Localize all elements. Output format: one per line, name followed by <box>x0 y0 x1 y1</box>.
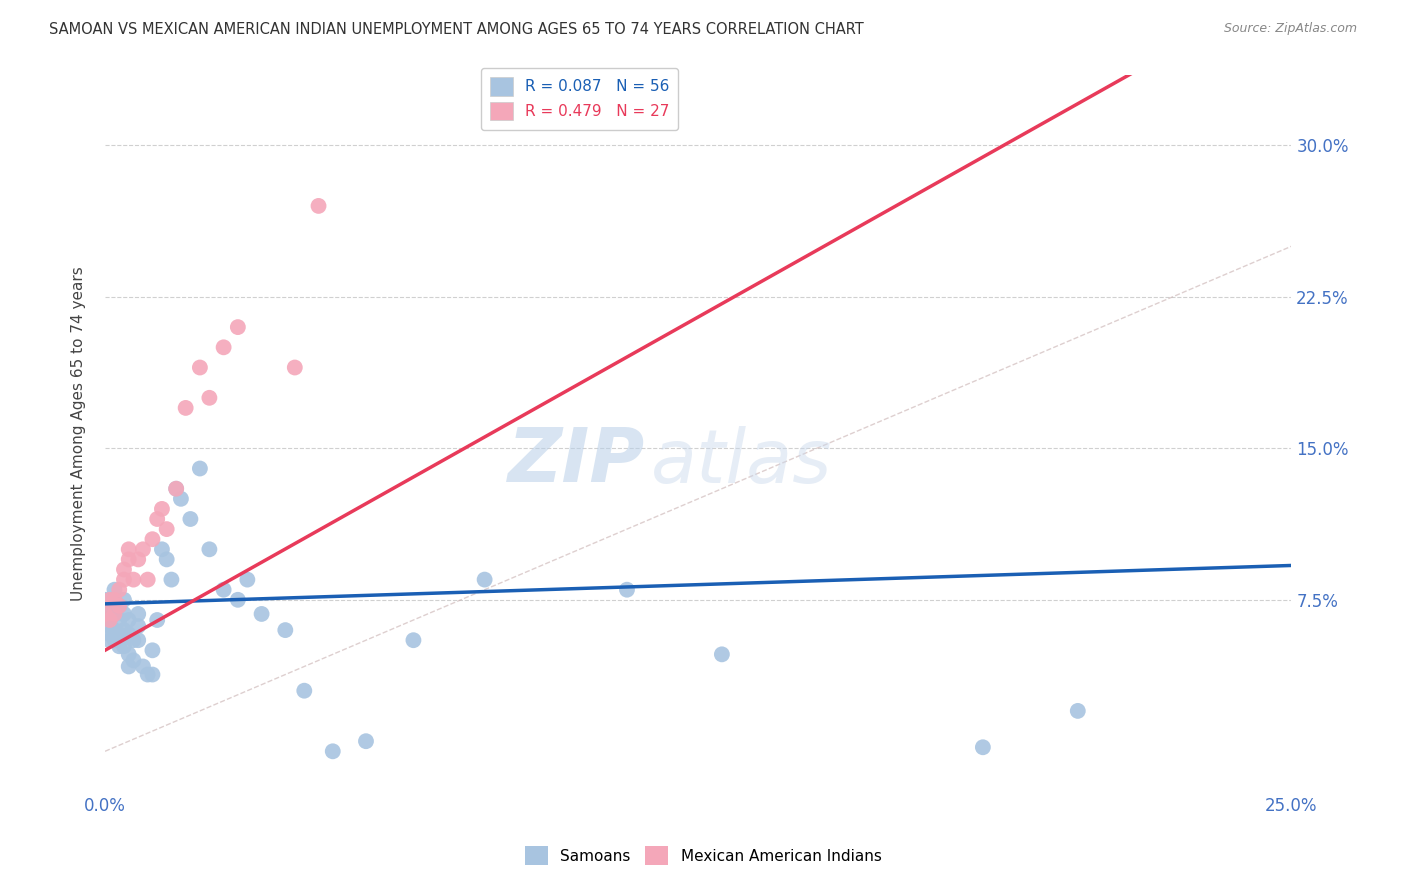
Point <box>141 667 163 681</box>
Point <box>118 648 141 662</box>
Point <box>112 640 135 654</box>
Point <box>108 599 131 613</box>
Point <box>150 502 173 516</box>
Point <box>146 512 169 526</box>
Point <box>972 740 994 755</box>
Point <box>122 633 145 648</box>
Point <box>103 607 125 621</box>
Point <box>174 401 197 415</box>
Legend: R = 0.087   N = 56, R = 0.479   N = 27: R = 0.087 N = 56, R = 0.479 N = 27 <box>481 68 679 129</box>
Point <box>94 607 117 621</box>
Point <box>98 592 121 607</box>
Point <box>474 573 496 587</box>
Point <box>108 640 131 654</box>
Point <box>160 573 183 587</box>
Point <box>1067 704 1090 718</box>
Text: Source: ZipAtlas.com: Source: ZipAtlas.com <box>1223 22 1357 36</box>
Point <box>188 461 211 475</box>
Point <box>274 623 297 637</box>
Point <box>103 599 125 613</box>
Text: ZIP: ZIP <box>508 425 645 499</box>
Point <box>150 542 173 557</box>
Point <box>98 613 121 627</box>
Point <box>226 320 249 334</box>
Text: SAMOAN VS MEXICAN AMERICAN INDIAN UNEMPLOYMENT AMONG AGES 65 TO 74 YEARS CORRELA: SAMOAN VS MEXICAN AMERICAN INDIAN UNEMPL… <box>49 22 863 37</box>
Point <box>108 599 131 613</box>
Point <box>108 613 131 627</box>
Point <box>212 582 235 597</box>
Point <box>103 592 125 607</box>
Point <box>112 623 135 637</box>
Point <box>118 613 141 627</box>
Point <box>127 619 149 633</box>
Point <box>616 582 638 597</box>
Point <box>141 643 163 657</box>
Point <box>98 619 121 633</box>
Point <box>141 532 163 546</box>
Point <box>132 542 155 557</box>
Point <box>146 613 169 627</box>
Point <box>136 667 159 681</box>
Point <box>103 607 125 621</box>
Point <box>226 592 249 607</box>
Point <box>112 573 135 587</box>
Point <box>165 482 187 496</box>
Point <box>118 627 141 641</box>
Point <box>165 482 187 496</box>
Point <box>98 627 121 641</box>
Point <box>322 744 344 758</box>
Text: atlas: atlas <box>651 425 832 498</box>
Point <box>132 659 155 673</box>
Point <box>108 627 131 641</box>
Point <box>98 607 121 621</box>
Point <box>118 659 141 673</box>
Point <box>103 582 125 597</box>
Point <box>118 552 141 566</box>
Point <box>156 552 179 566</box>
Point <box>292 683 315 698</box>
Point <box>94 592 117 607</box>
Point <box>179 512 201 526</box>
Point <box>212 340 235 354</box>
Point <box>122 573 145 587</box>
Point <box>308 199 330 213</box>
Point <box>136 573 159 587</box>
Point <box>354 734 377 748</box>
Point <box>284 360 307 375</box>
Point <box>170 491 193 506</box>
Point <box>198 542 221 557</box>
Point <box>127 633 149 648</box>
Point <box>98 633 121 648</box>
Point <box>156 522 179 536</box>
Point <box>118 542 141 557</box>
Point <box>94 603 117 617</box>
Point <box>250 607 273 621</box>
Point <box>127 607 149 621</box>
Legend: Samoans, Mexican American Indians: Samoans, Mexican American Indians <box>519 840 887 871</box>
Point <box>127 552 149 566</box>
Point <box>402 633 425 648</box>
Point <box>103 633 125 648</box>
Point <box>103 623 125 637</box>
Point <box>108 582 131 597</box>
Point <box>710 648 733 662</box>
Point <box>112 592 135 607</box>
Point <box>98 613 121 627</box>
Y-axis label: Unemployment Among Ages 65 to 74 years: Unemployment Among Ages 65 to 74 years <box>72 266 86 600</box>
Point <box>112 562 135 576</box>
Point <box>188 360 211 375</box>
Point <box>236 573 259 587</box>
Point <box>198 391 221 405</box>
Point <box>122 653 145 667</box>
Point <box>112 607 135 621</box>
